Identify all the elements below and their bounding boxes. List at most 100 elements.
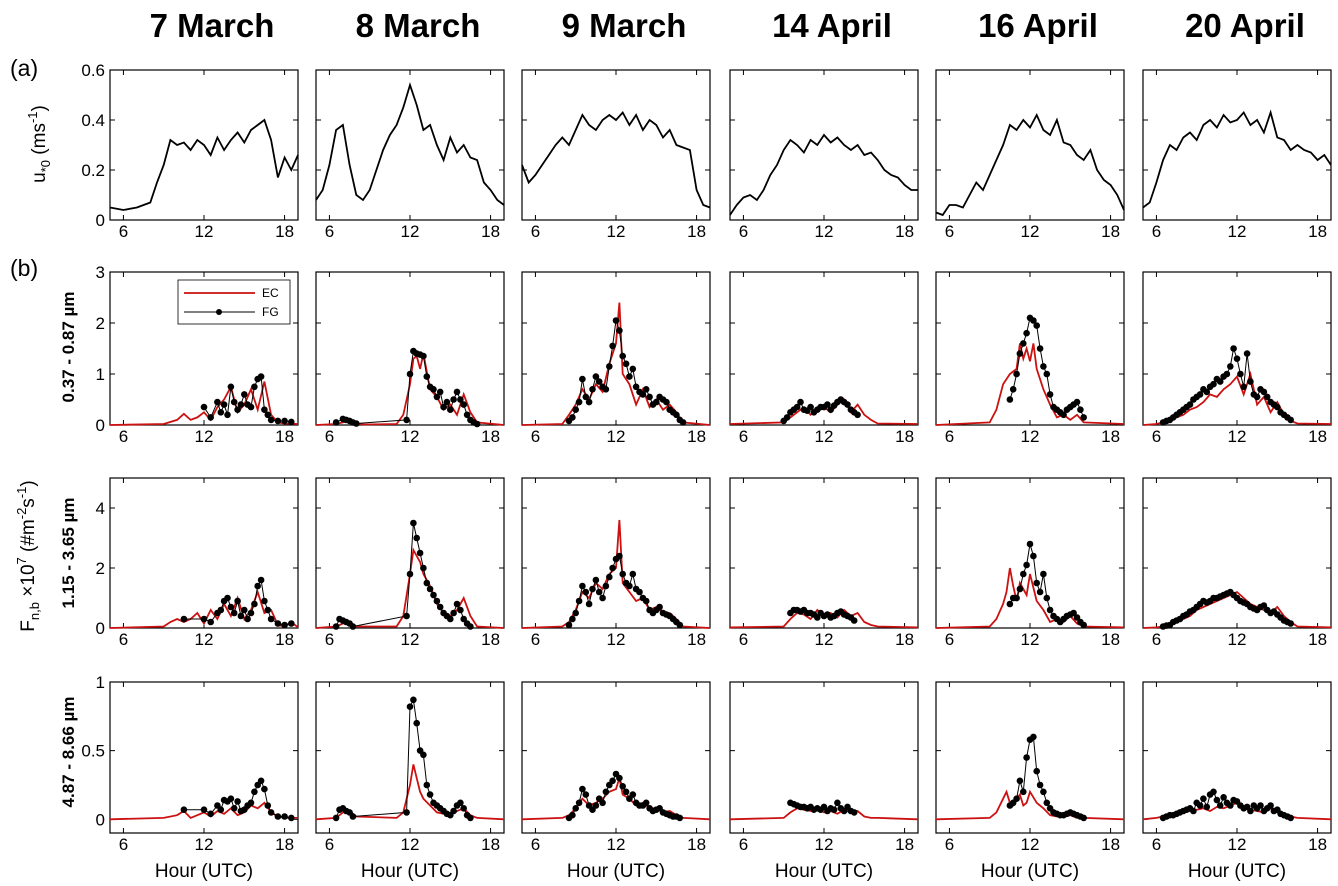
x-axis-label: Hour (UTC) <box>361 861 459 882</box>
x-tick-label: 12 <box>1228 222 1247 241</box>
fg-point <box>1247 378 1254 385</box>
x-tick-label: 6 <box>1152 222 1161 241</box>
fg-point <box>264 606 272 614</box>
fg-point <box>207 810 214 818</box>
y-tick-label: 1 <box>96 365 105 384</box>
fg-point <box>629 791 637 798</box>
panel-small-14-april: 6 12 18 <box>729 271 919 446</box>
fg-point <box>575 799 583 807</box>
fg-point <box>257 373 265 380</box>
fg-point <box>1223 370 1231 378</box>
fg-point <box>639 391 647 398</box>
ec-series-line <box>315 353 505 426</box>
fg-point <box>579 582 586 590</box>
flux-label-scale-exponent: 7 <box>14 557 29 564</box>
x-tick-label: 18 <box>687 835 706 854</box>
fg-point <box>447 406 454 414</box>
x-tick-label: 12 <box>607 630 626 649</box>
axes-frame <box>935 681 1125 834</box>
fg-point <box>257 576 265 584</box>
ustar-label-exponent: -1 <box>25 111 40 123</box>
y-tick-label: 1 <box>96 673 105 692</box>
fg-point <box>582 393 590 401</box>
panel-ustar-14-april: 6 12 18 <box>729 69 919 241</box>
x-tick-label: 12 <box>815 835 834 854</box>
legend: EC FG <box>177 279 291 325</box>
x-axis-label: Hour (UTC) <box>981 861 1079 882</box>
fg-point <box>575 398 583 406</box>
fg-point <box>1043 370 1051 378</box>
panel-coarse-9-march: 6 12 18 Hour (UTC) <box>521 681 711 882</box>
fg-point <box>247 403 255 411</box>
ec-series-line <box>315 547 505 629</box>
y-tick-label: 3 <box>96 263 105 282</box>
fg-point <box>629 365 637 373</box>
fg-point <box>673 411 680 419</box>
ustar-line <box>935 112 1125 217</box>
axes-frame <box>729 271 919 426</box>
fg-point <box>676 621 684 629</box>
x-tick-label: 6 <box>1152 427 1161 446</box>
fg-point <box>622 788 630 796</box>
fg-point <box>1190 807 1197 815</box>
fg-point <box>237 401 245 408</box>
axes-frame <box>521 271 711 426</box>
x-tick-label: 18 <box>1101 222 1120 241</box>
fg-point <box>200 806 208 813</box>
x-axis-label: Hour (UTC) <box>567 861 665 882</box>
x-tick-label: 12 <box>1228 630 1247 649</box>
fg-point <box>251 788 258 796</box>
fg-point <box>453 600 461 608</box>
fg-point <box>281 417 288 425</box>
fg-point <box>1233 355 1241 363</box>
x-tick-label: 12 <box>195 630 214 649</box>
fg-point <box>609 777 616 785</box>
x-tick-label: 12 <box>195 427 214 446</box>
panel-small-9-march: 6 12 18 <box>521 271 711 446</box>
fg-point <box>207 618 214 626</box>
fg-point <box>423 781 431 789</box>
y-tick-label: 2 <box>96 314 105 333</box>
fg-point <box>436 388 444 396</box>
fg-point <box>241 606 248 614</box>
panel-ustar-9-march: 6 12 18 <box>521 69 711 241</box>
fg-point <box>406 570 414 578</box>
fg-point <box>1036 781 1044 789</box>
fg-point <box>460 401 468 408</box>
fg-point <box>1196 802 1204 809</box>
fg-point <box>1006 600 1014 608</box>
axes-frame <box>935 477 1125 629</box>
fg-point <box>224 411 231 419</box>
x-tick-label: 18 <box>687 222 706 241</box>
fg-point <box>676 814 684 822</box>
y-tick-label: 0 <box>96 810 105 829</box>
fg-point <box>281 813 288 820</box>
x-tick-label: 18 <box>895 222 914 241</box>
x-tick-label: 6 <box>119 630 128 649</box>
y-tick-label: 4 <box>96 499 105 518</box>
fg-point <box>602 582 610 590</box>
panel-coarse-14-april: 6 12 18 Hour (UTC) <box>729 681 919 882</box>
fg-point <box>453 388 461 396</box>
x-tick-label: 6 <box>739 427 748 446</box>
fg-point <box>642 386 650 393</box>
fg-point <box>1040 570 1047 578</box>
fg-point <box>220 401 228 408</box>
ec-series-line <box>109 589 299 629</box>
x-tick-label: 18 <box>481 630 500 649</box>
fg-point <box>1287 814 1294 822</box>
x-tick-label: 18 <box>275 835 294 854</box>
fg-point <box>261 785 268 793</box>
fg-point <box>430 386 437 393</box>
fg-point <box>646 393 653 401</box>
ustar-axis-label: u*0 (ms-1) <box>25 105 53 183</box>
fg-point <box>403 612 410 620</box>
x-tick-label: 6 <box>945 222 954 241</box>
panel-coarse-20-april: 6 12 18 Hour (UTC) <box>1142 681 1332 882</box>
fg-point <box>602 386 610 393</box>
axes-frame <box>729 477 919 629</box>
panel-small-16-april: 6 12 18 <box>935 271 1125 446</box>
panel-ustar-20-april: 6 12 18 <box>1142 69 1332 241</box>
fg-point <box>423 579 431 587</box>
fg-point <box>1220 794 1227 801</box>
